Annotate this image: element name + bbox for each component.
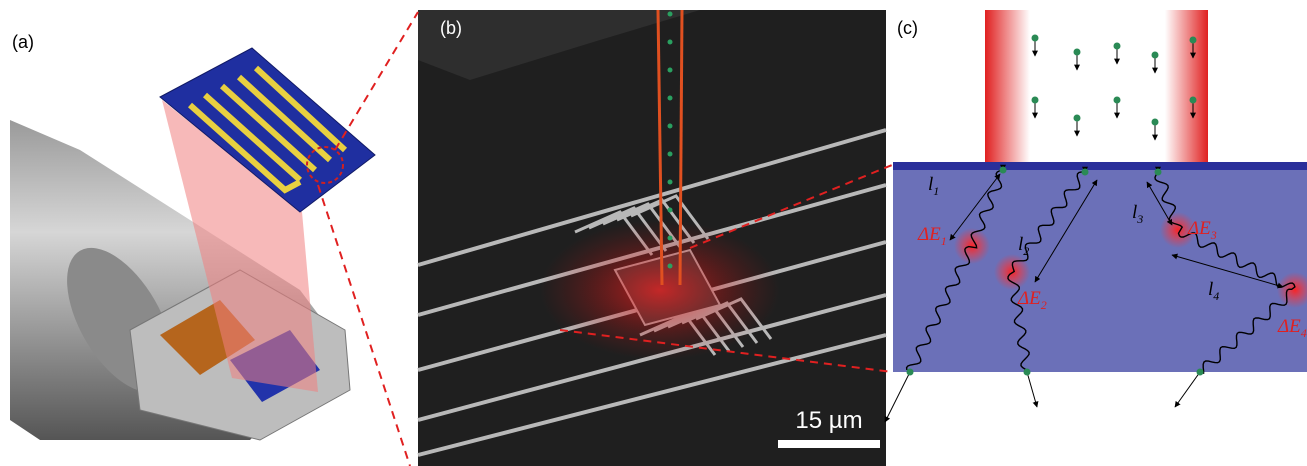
beam [985,10,1030,165]
symbol-sub: 4 [1301,326,1307,340]
symbol-base: ΔE [1187,218,1211,239]
beam [1165,10,1208,165]
particle [1114,43,1121,50]
particle [1155,169,1162,176]
symbol-sub: 2 [1041,298,1047,312]
particle [1152,119,1159,126]
symbol-sub: 4 [1213,289,1219,303]
particle [1032,35,1039,42]
particle [668,12,673,17]
particle [668,180,673,185]
particle [1197,369,1204,376]
particle [668,40,673,45]
symbol-base: ΔE [1277,316,1301,337]
symbol-sub: 1 [933,184,939,198]
particle [668,208,673,213]
particle [1190,97,1197,104]
particle [668,68,673,73]
velocity [1175,372,1200,407]
velocity [885,372,910,422]
beam-edge [680,10,682,285]
particle [1032,97,1039,104]
particle [1082,169,1089,176]
particle [1114,97,1121,104]
symbol-base: ΔE [1017,288,1041,309]
scale-bar [778,440,880,448]
particle [1074,49,1081,56]
symbol-sub: 1 [941,234,947,248]
sample [893,163,1307,372]
particle [668,96,673,101]
particle [668,236,673,241]
velocity [1027,372,1037,407]
particle [668,152,673,157]
panel-label: (b) [440,18,462,38]
particle [1074,115,1081,122]
figure: (a) 15 µm (b) l1l2l3l4ΔE1 [0,0,1307,466]
particle [1000,167,1007,174]
particle [1024,369,1031,376]
particle [1152,52,1159,59]
scale-label: 15 µm [795,407,862,434]
panel-b: 15 µm (b) [418,10,886,466]
panel-label: (c) [897,18,918,38]
symbol-sub: 2 [1023,244,1029,258]
symbol-sub: 3 [1210,228,1217,242]
symbol-base: ΔE [917,224,941,245]
particle [1190,37,1197,44]
particle [668,264,673,269]
panel-label: (a) [12,32,34,52]
symbol-sub: 3 [1136,212,1143,226]
panel-a: (a) [10,32,375,440]
particle [907,369,914,376]
surface [893,162,1307,170]
particle [668,124,673,129]
